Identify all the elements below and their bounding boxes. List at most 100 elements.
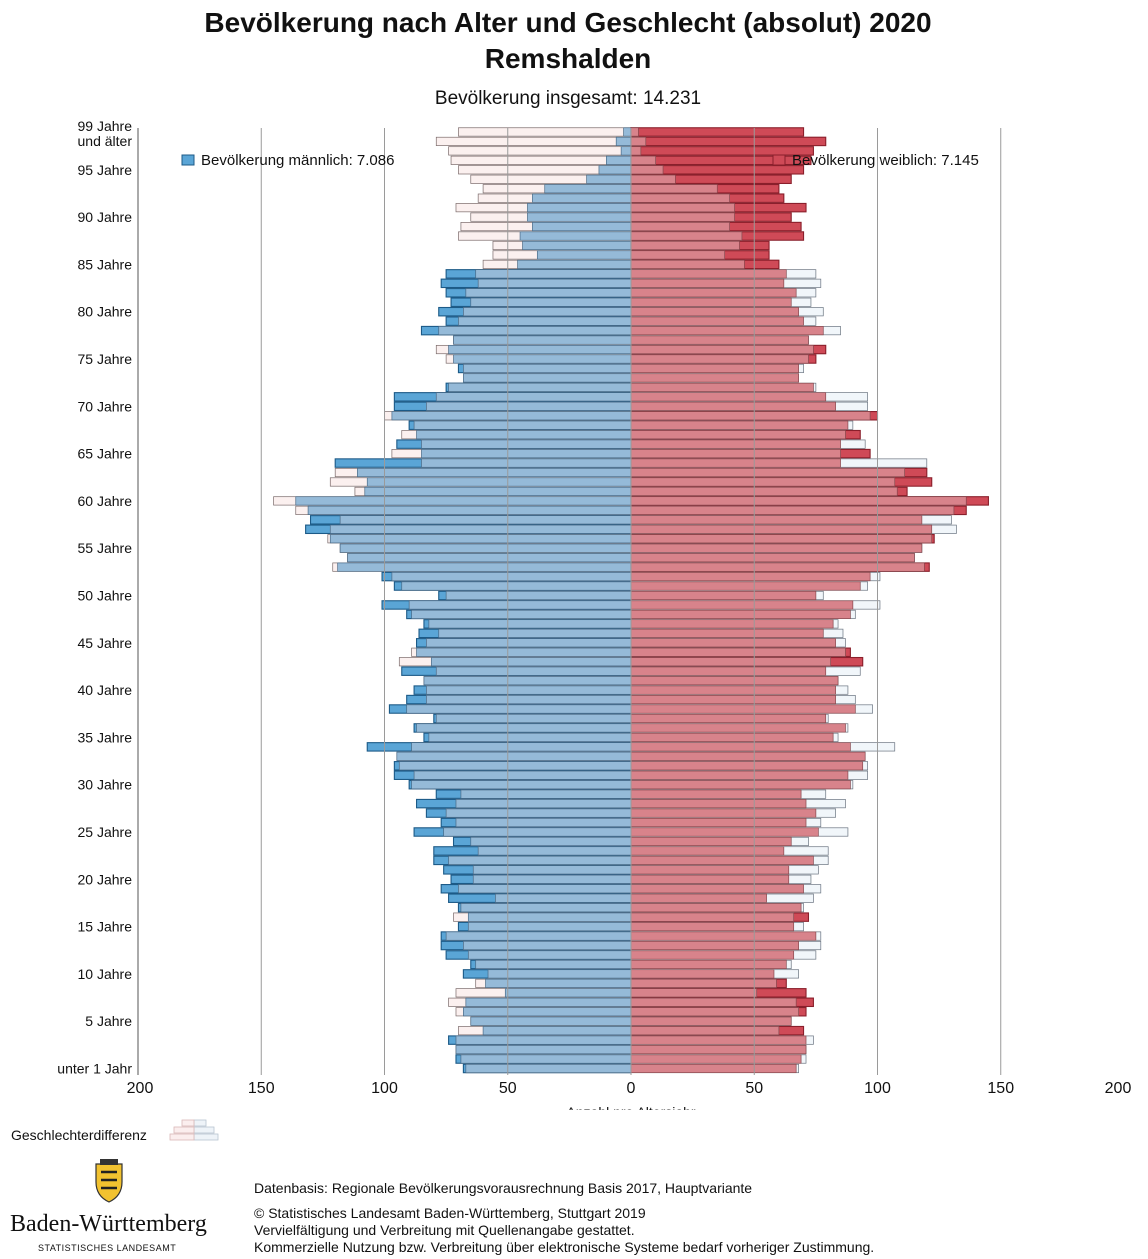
male-bar-common [401,581,632,591]
male-bar [337,562,632,572]
x-tick-label: 150 [987,1080,1014,1097]
female-bar [630,392,827,402]
y-tick-label: 65 Jahre [78,446,133,462]
female-bar [630,127,805,137]
female-bar-common [630,1026,780,1036]
female-bar [630,732,834,742]
male-bar-common [472,874,632,884]
male-bar-common [475,269,632,279]
female-bar [630,420,849,430]
female-bar [630,940,799,951]
y-tick-label: 15 Jahre [78,919,133,935]
female-bar [630,1035,807,1045]
female-bar [630,609,851,619]
female-bar [630,884,804,894]
male-bar [504,988,632,998]
y-tick-label: 95 Jahre [78,162,133,178]
female-bar [630,638,836,648]
male-bar-common [406,704,632,714]
female-bar [630,817,807,828]
female-bar [630,742,851,752]
male-bar-common [421,458,632,468]
female-bar [630,326,824,336]
female-bar-common [630,212,735,222]
male-bar [532,222,632,232]
y-tick-label: 55 Jahre [78,540,133,556]
male-bar [605,155,632,165]
female-bar [630,950,795,960]
male-bar [430,657,632,667]
male-bar [455,1045,632,1055]
ghost-female-bar [435,136,632,146]
legend-male-swatch [181,154,195,166]
female-bar [630,363,799,374]
male-bar-common [413,770,632,780]
female-bar [630,335,809,345]
female-bar [630,590,817,601]
female-bar [630,307,799,317]
female-bar-common [630,988,758,998]
male-bar [527,212,632,222]
male-bar [391,411,632,421]
footer-source: Datenbasis: Regionale Bevölkerungsvoraus… [254,1180,753,1196]
chart-title-place: Remshalden [484,43,652,74]
female-bar [630,780,851,790]
male-bar-common [455,1035,632,1045]
male-bar-common [463,363,632,374]
female-bar-common [630,496,967,506]
male-bar-common [421,439,632,449]
male-bar [522,240,632,251]
male-bar-common [428,732,632,742]
female-bar [630,1016,792,1026]
female-bar [630,146,814,156]
x-tick-label: 100 [864,1080,891,1097]
male-bar-common [438,628,632,638]
male-bar-common [465,1063,632,1074]
female-bar-common [630,259,745,269]
male-bar [357,467,632,478]
female-bar-common [630,449,841,459]
female-bar-common [630,136,647,146]
female-bar [630,855,814,865]
male-bar-common [435,392,632,402]
female-bar-common [630,203,735,213]
y-tick-label: und älter [78,133,133,149]
male-bar-common [463,940,632,951]
male-bar-common [458,316,632,326]
male-bar [448,344,632,355]
female-bar [630,269,787,279]
female-bar-common [630,467,905,478]
female-bar-common [630,155,656,165]
male-bar [453,354,632,364]
female-bar-common [630,344,814,355]
x-tick-label: 50 [745,1080,763,1097]
legend-male-label: Bevölkerung männlich: 7.086 [201,152,394,169]
footer-commercial: Kommerzielle Nutzung bzw. Verbreitung üb… [254,1239,875,1255]
male-bar [527,203,632,213]
ghost-female-bar [450,155,632,165]
male-bar-common [472,865,632,875]
male-bar-common [455,817,632,828]
male-bar-common [460,903,632,913]
female-bar [630,1054,802,1064]
male-bar-common [465,288,632,298]
female-bar [630,136,827,147]
y-tick-label: 60 Jahre [78,493,133,509]
female-bar [630,543,923,553]
male-bar-common [438,326,632,336]
male-bar-common [487,969,632,979]
male-bar-common [475,959,632,969]
female-bar-common [630,912,795,922]
female-bar-common [630,184,718,194]
male-bar [339,543,632,553]
male-bar-common [411,609,632,619]
female-bar-common [630,231,743,241]
x-axis-label: Anzahl pro Altersjahr [566,1104,696,1110]
x-tick-label: 0 [627,1080,636,1097]
male-bar [329,534,632,544]
female-bar [630,751,866,761]
gender-difference-icon [169,1119,219,1141]
male-bar-common [411,780,632,790]
male-bar-common [445,931,632,941]
male-bar-common [435,713,632,724]
